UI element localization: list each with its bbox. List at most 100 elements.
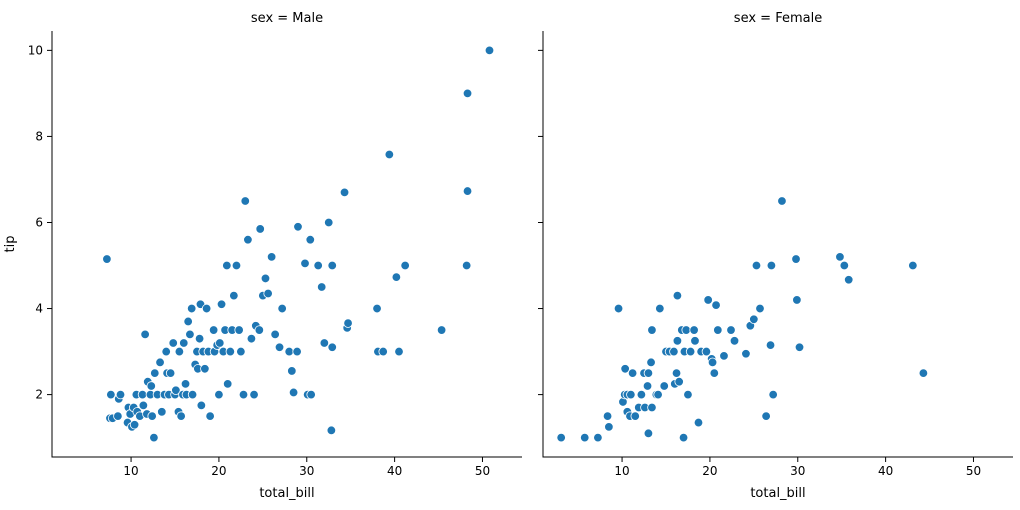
panel-male-data-point xyxy=(300,258,310,269)
panel-female-data-point xyxy=(671,368,682,378)
panel-male-data-point xyxy=(149,432,159,443)
panel-female-data-point xyxy=(602,411,613,421)
panel-male-data-point xyxy=(484,45,495,56)
panel-male-data-point xyxy=(287,366,297,376)
panel-female-ticks: 10 20 30 40 50 xyxy=(538,49,981,478)
panel-male-data-point xyxy=(461,260,472,271)
panel-male-x-tick-label: 50 xyxy=(475,464,490,478)
panel-male-data-point xyxy=(229,290,239,301)
panel-male-data-point xyxy=(174,346,185,357)
panel-male-data-point xyxy=(305,234,315,245)
panel-female-data-point xyxy=(653,389,663,400)
panel-female-data-point xyxy=(755,303,765,314)
panel-female-data-point xyxy=(681,325,691,335)
panel-female-data-point xyxy=(792,295,802,305)
panel-male-data-point xyxy=(263,288,273,299)
panel-female-data-point xyxy=(839,260,850,271)
panel-male-data-point xyxy=(208,325,219,335)
panel-female-data-point xyxy=(556,432,566,443)
panel-male-data-point xyxy=(102,254,112,264)
panel-male-data-point xyxy=(327,260,337,271)
panel-female-data-point xyxy=(685,346,696,357)
panel-male-data-point xyxy=(339,187,350,198)
panel-male-data-point xyxy=(194,333,205,344)
panel-female-data-point xyxy=(713,325,723,335)
panel-male-data-point xyxy=(205,411,215,421)
panel-male-data-point xyxy=(260,273,271,284)
panel-male-data-point xyxy=(185,329,195,340)
panel-female-data-point xyxy=(627,368,638,378)
panel-male-data-point xyxy=(215,338,225,348)
panel-female-data-point xyxy=(593,432,603,443)
panel-male-data-point xyxy=(225,346,236,357)
panel-female-data-point xyxy=(777,196,787,206)
panel-male-data-point xyxy=(155,357,165,368)
panel-male-data-point xyxy=(391,272,402,282)
panel-male-data-point xyxy=(288,387,299,398)
panel-male-data-point xyxy=(113,411,123,421)
panel-female-data-point xyxy=(672,336,683,346)
panel-male-data-point xyxy=(147,411,157,421)
panel-male-points xyxy=(102,45,495,443)
panel-male-data-point xyxy=(462,186,473,196)
panel-female-data-point xyxy=(749,314,759,325)
panel-female-data-point xyxy=(613,303,624,314)
panel-male: sex = Male 10 20 30 40 50 2 4 6 8 10 total_bill t… xyxy=(3,11,522,501)
panel-female-data-point xyxy=(768,389,778,400)
panel-male-x-tick-label: 10 xyxy=(123,464,138,478)
panel-female-x-tick-label: 20 xyxy=(702,464,717,478)
panel-female-axes-spine xyxy=(542,31,1013,458)
panel-female-data-point xyxy=(643,428,654,439)
panel-female-data-point xyxy=(709,368,720,378)
panel-male-data-point xyxy=(292,346,302,357)
panel-male-data-point xyxy=(246,333,257,344)
panel-male-data-point xyxy=(236,346,246,357)
panel-male-data-point xyxy=(180,379,191,389)
panel-male-data-point xyxy=(266,252,277,262)
panel-female-data-point xyxy=(636,389,647,400)
panel-male-data-point xyxy=(231,260,242,271)
panel-male-x-tick-label: 30 xyxy=(299,464,314,478)
panel-male-data-point xyxy=(372,303,382,314)
panel-male-data-point xyxy=(150,368,160,378)
panel-female-data-point xyxy=(643,368,654,378)
panel-male-data-point xyxy=(284,346,294,357)
panel-male-ticks: 10 20 30 40 50 2 4 6 8 10 xyxy=(28,43,490,478)
panel-male-data-point xyxy=(157,407,167,417)
panel-female-data-point xyxy=(647,325,657,335)
panel-female-data-point xyxy=(729,336,740,346)
panel-male-data-point xyxy=(216,299,227,309)
panel-male-data-point xyxy=(161,346,171,357)
panel-female-data-point xyxy=(701,346,712,357)
panel-male-data-point xyxy=(200,364,210,374)
panel-male-x-axis-label: total_bill xyxy=(259,486,314,501)
panel-male-data-point xyxy=(326,425,337,436)
panel-female-data-point xyxy=(620,364,630,374)
panel-male-y-tick-label: 2 xyxy=(35,388,43,402)
panel-male-data-point xyxy=(293,222,303,232)
panel-male-data-point xyxy=(234,325,244,335)
panel-female-data-point xyxy=(741,349,751,359)
panel-male-data-point xyxy=(214,389,224,400)
panel-female-x-tick-label: 50 xyxy=(966,464,981,478)
panel-male-data-point xyxy=(274,342,285,352)
panel-female-data-point xyxy=(707,357,718,368)
panel-female-data-point xyxy=(703,295,713,305)
panel-male-data-point xyxy=(171,385,181,396)
panel-male-data-point xyxy=(179,338,189,348)
panel-male-data-point xyxy=(222,260,232,271)
panel-male-title: sex = Male xyxy=(251,11,323,26)
panel-female-data-point xyxy=(791,254,801,264)
panel-female-data-point xyxy=(726,325,736,335)
panel-male-data-point xyxy=(324,217,334,228)
panel-male-data-point xyxy=(384,149,395,160)
panel-male-data-point xyxy=(394,346,404,357)
panel-male-data-point xyxy=(223,379,233,389)
panel-female-data-point xyxy=(683,389,693,400)
panel-male-y-tick-label: 10 xyxy=(28,43,43,57)
panel-male-data-point xyxy=(462,88,473,99)
panel-female-data-point xyxy=(646,357,656,368)
panel-male-data-point xyxy=(201,303,212,314)
panel-female-data-point xyxy=(659,381,669,391)
